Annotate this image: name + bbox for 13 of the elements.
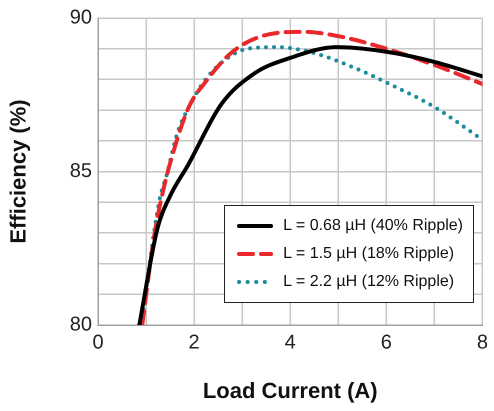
- x-axis-title: Load Current (A): [202, 378, 378, 403]
- legend-label: L = 0.68 µH (40% Ripple): [283, 217, 463, 235]
- x-tick-label: 2: [188, 332, 200, 354]
- y-tick-label: 90: [70, 6, 92, 29]
- x-tick-label: 6: [380, 332, 392, 354]
- y-tick-label: 80: [70, 314, 92, 336]
- x-tick-label: 4: [284, 332, 296, 354]
- legend-label: L = 1.5 µH (18% Ripple): [283, 245, 454, 263]
- y-axis-title: Efficiency (%): [5, 99, 30, 244]
- x-tick-label: 0: [92, 332, 104, 354]
- y-tick-label: 85: [70, 160, 92, 182]
- legend-label: L = 2.2 µH (12% Ripple): [283, 273, 454, 291]
- x-tick-label: 8: [476, 332, 488, 354]
